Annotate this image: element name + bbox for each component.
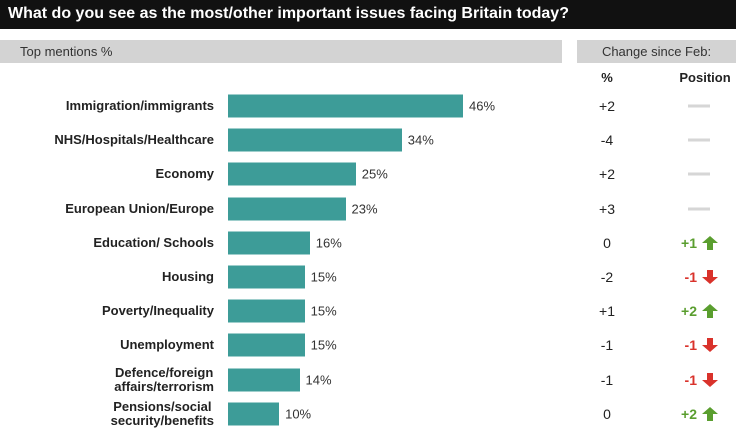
value-label: 15% [310,303,337,319]
up-arrow [702,406,718,421]
change-pct: -2 [600,269,614,285]
left-header: Top mentions % [20,44,113,59]
category-label: Economy [155,166,214,182]
value-label: 25% [361,166,388,182]
change-pct: +2 [599,98,615,114]
arrow-shape [702,338,718,353]
up-arrow [702,304,718,319]
bar [228,402,280,426]
no-change-dash [688,104,710,108]
arrow-shape [702,235,718,250]
category-label: Housing [162,269,214,284]
right-header-bar [577,40,736,63]
bar [228,94,464,118]
change-pct: -1 [600,337,614,354]
position-change: -1 [684,371,697,388]
value-label: 14% [305,372,332,388]
column-header: % [601,70,613,85]
position-change: +1 [681,234,697,251]
left-header-bar [0,40,562,63]
down-arrow [702,270,718,284]
position-change: -1 [684,337,697,354]
change-pct: 0 [603,405,611,422]
arrow-shape [702,270,718,284]
bar [228,128,402,152]
position-change: +2 [681,303,697,320]
arrow-shape [702,304,718,319]
bar [228,197,346,221]
category-label: Unemployment [120,337,214,353]
title-bar [0,0,736,29]
value-label: 16% [315,235,342,251]
arrow-shape [702,372,718,387]
down-arrow [702,372,718,387]
change-pct: -1 [600,371,614,388]
category-label: Pensions/social security/benefits [110,398,214,428]
value-label: 46% [469,98,496,114]
category-label: NHS/Hospitals/Healthcare [54,132,214,148]
category-label: Defence/foreign affairs/terrorism [114,364,214,394]
chart-title: What do you see as the most/other import… [8,5,569,22]
change-pct: 0 [603,234,611,251]
value-label: 10% [285,406,312,422]
category-label: European Union/Europe [65,200,214,216]
position-change: +2 [681,405,697,422]
bar [228,368,300,392]
value-label: 15% [310,269,337,285]
right-header: Change since Feb: [601,44,712,59]
column-header: Position [679,70,731,85]
bar [228,333,305,357]
bar [228,265,305,289]
position-change: -1 [684,269,697,285]
change-pct: -4 [600,132,614,149]
up-arrow [702,235,718,250]
change-pct: +3 [599,200,615,217]
change-pct: +2 [599,166,615,183]
category-label: Poverty/Inequality [102,303,214,319]
category-label: Education/ Schools [93,234,214,250]
bar [228,299,305,323]
arrow-shape [702,406,718,421]
no-change-dash [688,172,710,176]
no-change-dash [688,138,710,142]
bar [228,162,356,186]
change-pct: +1 [599,303,615,320]
category-label: Immigration/immigrants [65,98,214,113]
value-label: 34% [407,132,434,148]
bar [228,231,310,255]
value-label: 23% [351,201,378,217]
value-label: 15% [310,337,337,353]
no-change-dash [688,207,710,211]
down-arrow [702,338,718,353]
